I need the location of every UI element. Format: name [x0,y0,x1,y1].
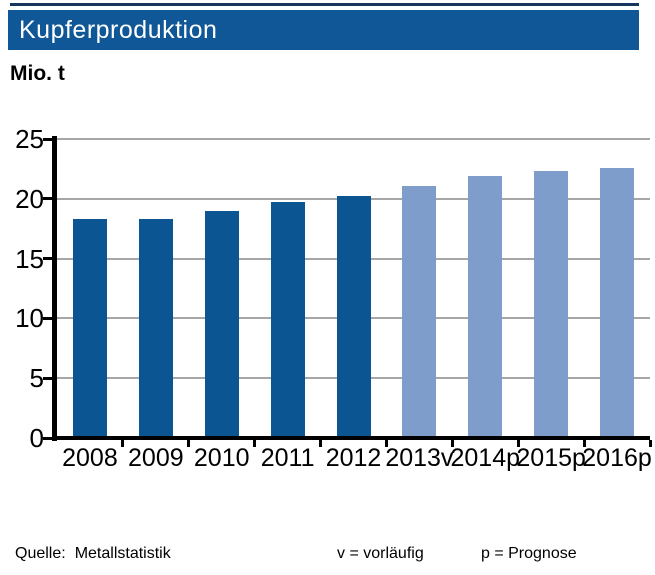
y-tick-label-0: 0 [29,423,44,453]
y-tick-label-25: 25 [15,124,44,154]
bar-2016p [600,167,635,438]
y-tick-20 [43,197,54,201]
footnote-vorlaeufig: v = vorläufig [337,545,424,562]
source-value: Metallstatistik [74,545,171,562]
source-note: Quelle: Metallstatistik [15,545,171,563]
y-axis-unit-label: Mio. t [10,62,65,85]
bar-2008 [72,219,107,438]
y-axis-line [52,136,57,441]
y-tick-label-10: 10 [15,303,44,334]
x-tick-label-2009: 2009 [128,444,184,472]
x-tick-5 [384,440,388,447]
y-tick-label-20: 20 [15,183,44,214]
bar-2015p [534,171,569,438]
header-banner: Kupferproduktion [8,10,639,50]
source-label: Quelle: [15,545,66,562]
x-tick-label-2012: 2012 [325,444,382,472]
footnote-prognose: p = Prognose [481,545,577,562]
y-tick-label-5: 5 [29,363,44,394]
y-tick-0 [43,436,54,440]
x-tick-label-2013v: 2013v [385,444,454,472]
x-tick-label-2008: 2008 [62,444,118,472]
bar-2013v [402,185,437,438]
x-tick-6 [450,440,454,447]
x-tick-8 [582,440,586,447]
x-tick-1 [121,440,125,447]
bar-chart-plot-area [43,136,652,447]
bar-2011 [270,202,305,438]
x-tick-label-2014p: 2014p [450,444,521,472]
gridline-25 [57,138,650,140]
x-tick-9 [648,440,652,447]
x-tick-label-2015p: 2015p [516,444,586,472]
bar-2014p [468,176,503,438]
x-tick-label-2016p: 2016p [582,444,652,472]
page-title: Kupferproduktion [19,15,218,44]
y-tick-label-15: 15 [15,243,44,274]
x-tick-label-2010: 2010 [193,444,250,472]
bar-2010 [204,210,239,438]
x-tick-label-2011: 2011 [260,444,315,472]
x-tick-4 [319,440,323,447]
y-tick-5 [43,376,54,380]
bar-2012 [336,196,371,438]
bar-2009 [138,219,173,438]
x-tick-3 [253,440,257,447]
x-axis-line [52,436,650,440]
y-tick-15 [43,257,54,261]
y-tick-10 [43,316,54,320]
x-tick-2 [187,440,191,447]
top-divider-line [10,3,639,6]
y-tick-25 [43,137,54,141]
x-tick-7 [516,440,520,447]
